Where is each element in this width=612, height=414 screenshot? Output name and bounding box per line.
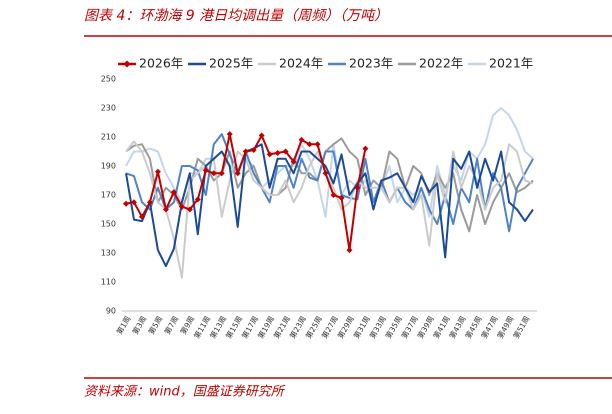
marker [298,136,305,143]
y-tick-label: 190 [101,162,116,171]
marker [138,213,145,220]
marker [130,199,137,206]
y-tick-label: 110 [101,278,116,287]
marker [306,141,313,148]
marker [274,149,281,156]
series-line [125,140,534,279]
marker [170,189,177,196]
y-tick-label: 150 [101,220,116,229]
chart-title: 图表 4：环渤海 9 港日均调出量（周频）（万吨） [84,8,388,24]
legend-label: 2022年 [419,56,463,71]
series-line [125,137,534,233]
marker [162,206,169,213]
legend-marker [123,60,131,68]
marker [210,170,217,177]
y-tick-label: 90 [106,307,116,316]
marker [258,132,265,139]
legend-label: 2026年 [139,56,183,71]
marker [330,192,337,198]
marker [178,203,185,210]
marker [338,194,345,201]
marker [226,131,233,138]
marker [282,148,289,155]
legend-label: 2021年 [489,56,533,71]
source: 资料来源：wind，国盛证券研究所 [84,384,286,400]
marker [250,147,257,154]
marker [346,247,353,254]
marker [362,145,369,152]
marker [186,206,193,213]
y-tick-label: 230 [101,104,116,113]
y-tick-label: 170 [101,191,116,200]
marker [290,158,297,165]
legend-label: 2024年 [279,56,323,71]
marker [218,170,225,177]
marker [266,151,273,158]
marker [146,199,153,206]
marker [242,148,249,155]
marker [314,141,321,148]
x-tick-label: 第3周 [130,314,149,336]
marker [154,168,161,175]
marker [202,167,209,174]
marker [122,200,129,207]
legend-label: 2023年 [349,56,393,71]
series-line [125,133,534,233]
marker [194,196,201,203]
marker [322,170,329,177]
marker [234,170,241,177]
y-tick-label: 210 [101,133,116,142]
legend-label: 2025年 [209,56,253,71]
marker [354,184,361,191]
x-tick-label: 第1周 [114,314,133,336]
y-tick-label: 250 [101,75,116,84]
y-tick-label: 130 [101,249,116,258]
x-tick-label: 第5周 [146,314,165,336]
x-tick-label: 第7周 [162,314,181,336]
